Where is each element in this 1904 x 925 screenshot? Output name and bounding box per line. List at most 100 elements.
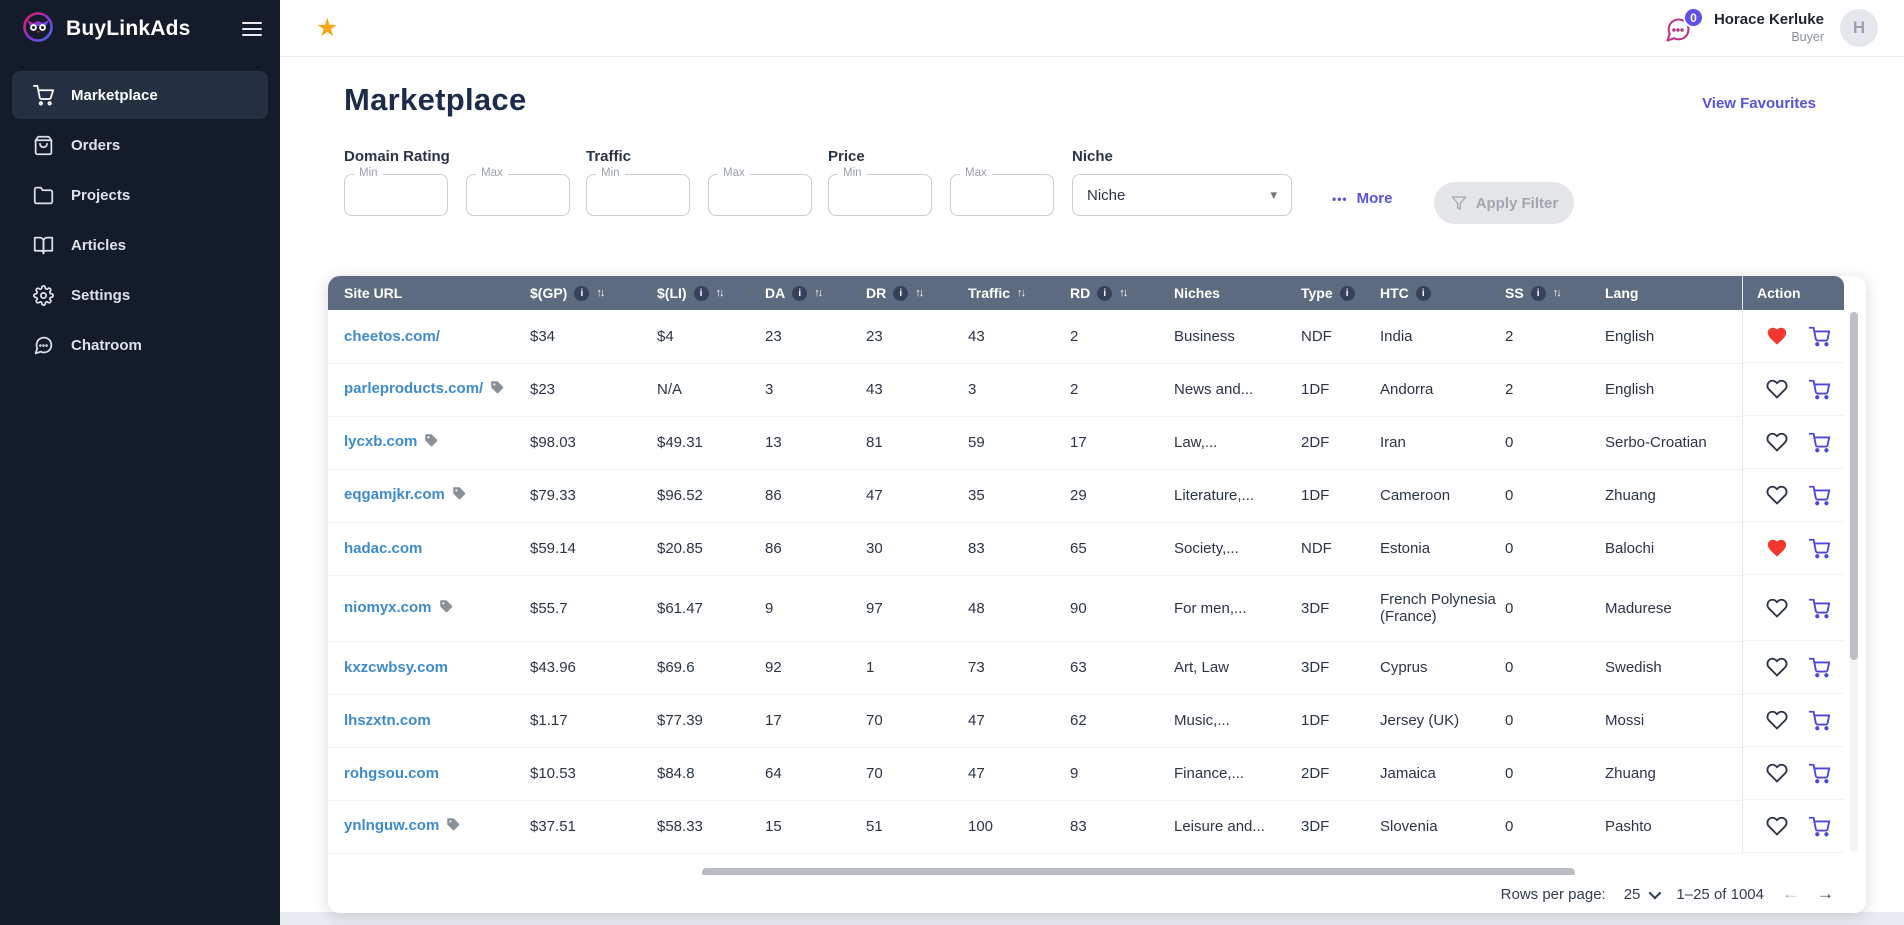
- price-min-input[interactable]: [829, 175, 931, 215]
- favourite-heart-icon[interactable]: [1766, 431, 1788, 453]
- sidebar-item-label: Projects: [71, 186, 131, 204]
- li-price-cell: $84.8: [657, 747, 765, 801]
- vertical-scrollbar[interactable]: [1850, 312, 1858, 660]
- ss-cell: 0: [1505, 522, 1605, 576]
- niches-cell: Art, Law: [1174, 641, 1301, 695]
- site-url-cell: ynlnguw.com: [328, 800, 530, 854]
- add-to-cart-icon[interactable]: [1809, 431, 1831, 453]
- menu-toggle-icon[interactable]: [242, 18, 262, 40]
- sidebar-item-orders[interactable]: Orders: [12, 121, 268, 169]
- add-to-cart-icon[interactable]: [1809, 537, 1831, 559]
- favourite-heart-icon[interactable]: [1766, 656, 1788, 678]
- favourite-heart-icon[interactable]: [1766, 325, 1788, 347]
- sort-icon[interactable]: ↑↓: [596, 287, 605, 299]
- traffic-min-field: Min: [586, 167, 690, 216]
- site-url-link[interactable]: lycxb.com: [344, 433, 418, 450]
- add-to-cart-icon[interactable]: [1809, 762, 1831, 784]
- info-icon[interactable]: i: [1097, 285, 1113, 301]
- table-row: lhszxtn.com $1.17 $77.39 17 70 47 62 Music,... 1…: [328, 694, 1742, 748]
- chat-bubble-icon[interactable]: 0: [1664, 7, 1704, 44]
- add-to-cart-icon[interactable]: [1809, 325, 1831, 347]
- add-to-cart-icon[interactable]: [1809, 484, 1831, 506]
- sort-icon[interactable]: ↑↓: [715, 287, 725, 299]
- sidebar-item-chatroom[interactable]: Chatroom: [12, 321, 268, 369]
- view-favourites-link[interactable]: View Favourites: [1702, 95, 1816, 112]
- dr-cell: 43: [866, 363, 968, 417]
- info-icon[interactable]: i: [574, 285, 590, 301]
- domain-rating-min-input[interactable]: [345, 175, 447, 215]
- column-header-traffic[interactable]: Traffic ↑↓: [968, 276, 1070, 310]
- pagination: Rows per page: 25 1–25 of 1004 ← →: [328, 875, 1866, 913]
- site-url-link[interactable]: ynlnguw.com: [344, 817, 440, 834]
- column-header-rd[interactable]: RD i ↑↓: [1070, 276, 1174, 310]
- add-to-cart-icon[interactable]: [1809, 709, 1831, 731]
- favourite-heart-icon[interactable]: [1766, 597, 1788, 619]
- site-url-link[interactable]: lhszxtn.com: [344, 712, 431, 729]
- niche-select[interactable]: Niche ▾: [1072, 174, 1292, 216]
- horizontal-scrollbar[interactable]: [702, 868, 1575, 877]
- da-cell: 64: [765, 747, 866, 801]
- apply-filter-button[interactable]: Apply Filter: [1434, 182, 1575, 224]
- sidebar-item-projects[interactable]: Projects: [12, 171, 268, 219]
- domain-rating-max-input[interactable]: [467, 175, 569, 215]
- niches-cell: Society,...: [1174, 522, 1301, 576]
- traffic-min-input[interactable]: [587, 175, 689, 215]
- sidebar: BuyLinkAds Marketplace Orders Projects A…: [0, 0, 280, 925]
- sort-icon[interactable]: ↑↓: [915, 287, 924, 299]
- favourite-heart-icon[interactable]: [1766, 378, 1788, 400]
- column-header-li[interactable]: $(LI) i ↑↓: [657, 276, 765, 310]
- da-cell: 92: [765, 641, 866, 695]
- column-header-gp[interactable]: $(GP) i ↑↓: [530, 276, 657, 310]
- rows-per-page-select[interactable]: 25: [1624, 886, 1662, 903]
- favourite-heart-icon[interactable]: [1766, 762, 1788, 784]
- info-icon[interactable]: i: [1530, 285, 1546, 301]
- previous-page-button[interactable]: ←: [1782, 884, 1799, 903]
- column-header-da[interactable]: DA i ↑↓: [765, 276, 866, 310]
- star-icon[interactable]: ★: [316, 13, 339, 42]
- site-url-link[interactable]: eqgamjkr.com: [344, 486, 445, 503]
- favourite-heart-icon[interactable]: [1766, 537, 1788, 559]
- avatar[interactable]: H: [1840, 9, 1878, 47]
- info-icon[interactable]: i: [893, 285, 909, 301]
- horizontal-scrollbar-track: [328, 868, 1742, 877]
- user-role: Buyer: [1791, 29, 1824, 44]
- site-url-link[interactable]: hadac.com: [344, 540, 423, 557]
- info-icon[interactable]: i: [1415, 285, 1431, 301]
- gp-price-cell: $59.14: [530, 522, 657, 576]
- column-header-dr[interactable]: DR i ↑↓: [866, 276, 968, 310]
- dr-cell: 51: [866, 800, 968, 854]
- add-to-cart-icon[interactable]: [1809, 597, 1831, 619]
- sort-icon[interactable]: ↑↓: [1017, 287, 1026, 299]
- sidebar-item-articles[interactable]: Articles: [12, 221, 268, 269]
- site-url-link[interactable]: niomyx.com: [344, 598, 432, 616]
- sort-icon[interactable]: ↑↓: [814, 287, 823, 299]
- favourite-heart-icon[interactable]: [1766, 709, 1788, 731]
- action-cell: [1743, 363, 1844, 416]
- info-icon[interactable]: i: [693, 285, 709, 301]
- favourite-heart-icon[interactable]: [1766, 815, 1788, 837]
- add-to-cart-icon[interactable]: [1809, 815, 1831, 837]
- site-url-link[interactable]: parleproducts.com/: [344, 380, 484, 397]
- ss-cell: 0: [1505, 575, 1605, 642]
- add-to-cart-icon[interactable]: [1809, 378, 1831, 400]
- sidebar-item-marketplace[interactable]: Marketplace: [12, 71, 268, 119]
- column-header-ss[interactable]: SS i ↑↓: [1505, 276, 1605, 310]
- user-block[interactable]: Horace Kerluke Buyer: [1714, 11, 1824, 45]
- sidebar-item-settings[interactable]: Settings: [12, 271, 268, 319]
- next-page-button[interactable]: →: [1817, 884, 1834, 903]
- sort-icon[interactable]: ↑↓: [1552, 287, 1562, 299]
- floating-label: Min: [838, 167, 867, 179]
- sort-icon[interactable]: ↑↓: [1119, 287, 1128, 299]
- info-icon[interactable]: i: [1339, 285, 1355, 301]
- site-url-link[interactable]: kxzcwbsy.com: [344, 659, 448, 676]
- da-cell: 86: [765, 469, 866, 523]
- favourite-heart-icon[interactable]: [1766, 484, 1788, 506]
- add-to-cart-icon[interactable]: [1809, 656, 1831, 678]
- site-url-link[interactable]: rohgsou.com: [344, 765, 440, 782]
- site-url-link[interactable]: cheetos.com/: [344, 327, 440, 345]
- info-icon[interactable]: i: [792, 285, 808, 301]
- traffic-max-input[interactable]: [709, 175, 811, 215]
- price-max-input[interactable]: [951, 175, 1053, 215]
- more-filters-button[interactable]: ••• More: [1332, 190, 1392, 207]
- li-price-cell: $61.47: [657, 575, 765, 642]
